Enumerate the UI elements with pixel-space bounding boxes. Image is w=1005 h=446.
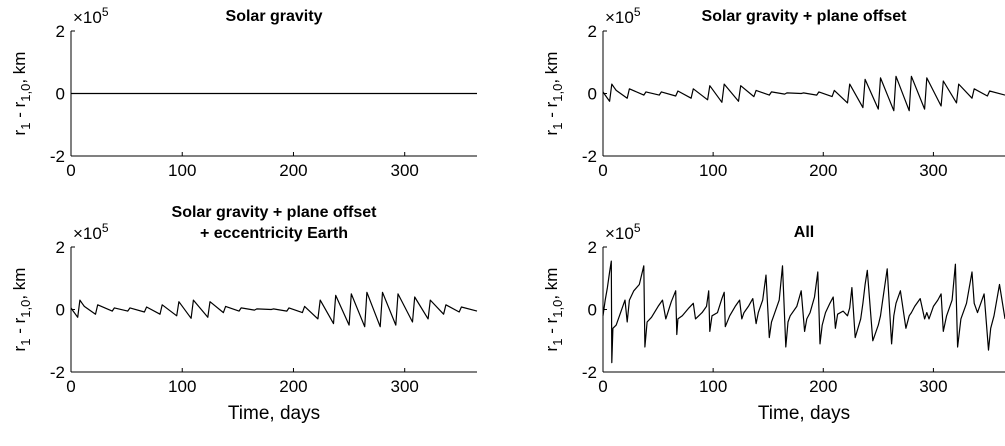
y-tick-label: 2 xyxy=(56,238,65,257)
chart-title: Solar gravity + plane offset xyxy=(702,8,908,25)
x-tick-label: 200 xyxy=(279,161,307,180)
y-tick-label: -2 xyxy=(582,363,597,382)
chart-title: Solar gravity xyxy=(226,8,323,25)
y-multiplier: ×105 xyxy=(73,221,109,243)
x-tick-label: 300 xyxy=(919,377,947,396)
y-tick-label: -2 xyxy=(582,147,597,166)
x-tick-label: 0 xyxy=(66,161,75,180)
y-axis-label: r1 - r1,0, km xyxy=(542,52,565,136)
y-tick-label: -2 xyxy=(50,147,65,166)
x-tick-label: 200 xyxy=(809,161,837,180)
series-line-1 xyxy=(70,291,478,328)
y-tick-label: 0 xyxy=(588,85,597,104)
x-tick-label: 300 xyxy=(919,161,947,180)
x-tick-label: 300 xyxy=(391,161,419,180)
x-tick-label: 100 xyxy=(168,161,196,180)
y-axis-label: r1 - r1,0, km xyxy=(10,52,33,136)
subplot-2: 0 100 200 300-202×105 Solar gravity + plane … xyxy=(542,5,1005,180)
x-tick-label: 100 xyxy=(699,161,727,180)
y-tick-label: 2 xyxy=(588,22,597,41)
x-tick-label: 0 xyxy=(66,377,75,396)
x-axis-label: Time, days xyxy=(758,403,850,424)
x-axis-label: Time, days xyxy=(228,403,320,424)
chart-title: All xyxy=(794,224,814,241)
y-multiplier: ×105 xyxy=(605,5,641,27)
y-axis-label: r1 - r1,0, km xyxy=(542,268,565,352)
x-tick-label: 200 xyxy=(809,377,837,396)
y-axis-label: r1 - r1,0, km xyxy=(10,268,33,352)
x-tick-label: 200 xyxy=(279,377,307,396)
y-tick-label: 2 xyxy=(588,238,597,257)
series-line-1 xyxy=(602,260,1005,364)
y-tick-label: -2 xyxy=(50,363,65,382)
x-tick-label: 0 xyxy=(598,161,607,180)
series-line-1 xyxy=(602,75,1005,112)
x-tick-label: 300 xyxy=(391,377,419,396)
x-tick-label: 100 xyxy=(699,377,727,396)
y-multiplier: ×105 xyxy=(605,221,641,243)
y-tick-label: 0 xyxy=(56,85,65,104)
chart-title: Solar gravity + plane offset + eccentrici… xyxy=(172,204,378,242)
y-tick-label: 0 xyxy=(56,301,65,320)
x-tick-label: 0 xyxy=(598,377,607,396)
x-tick-label: 100 xyxy=(168,377,196,396)
y-multiplier: ×105 xyxy=(73,5,109,27)
y-tick-label: 2 xyxy=(56,22,65,41)
y-tick-label: 0 xyxy=(588,301,597,320)
